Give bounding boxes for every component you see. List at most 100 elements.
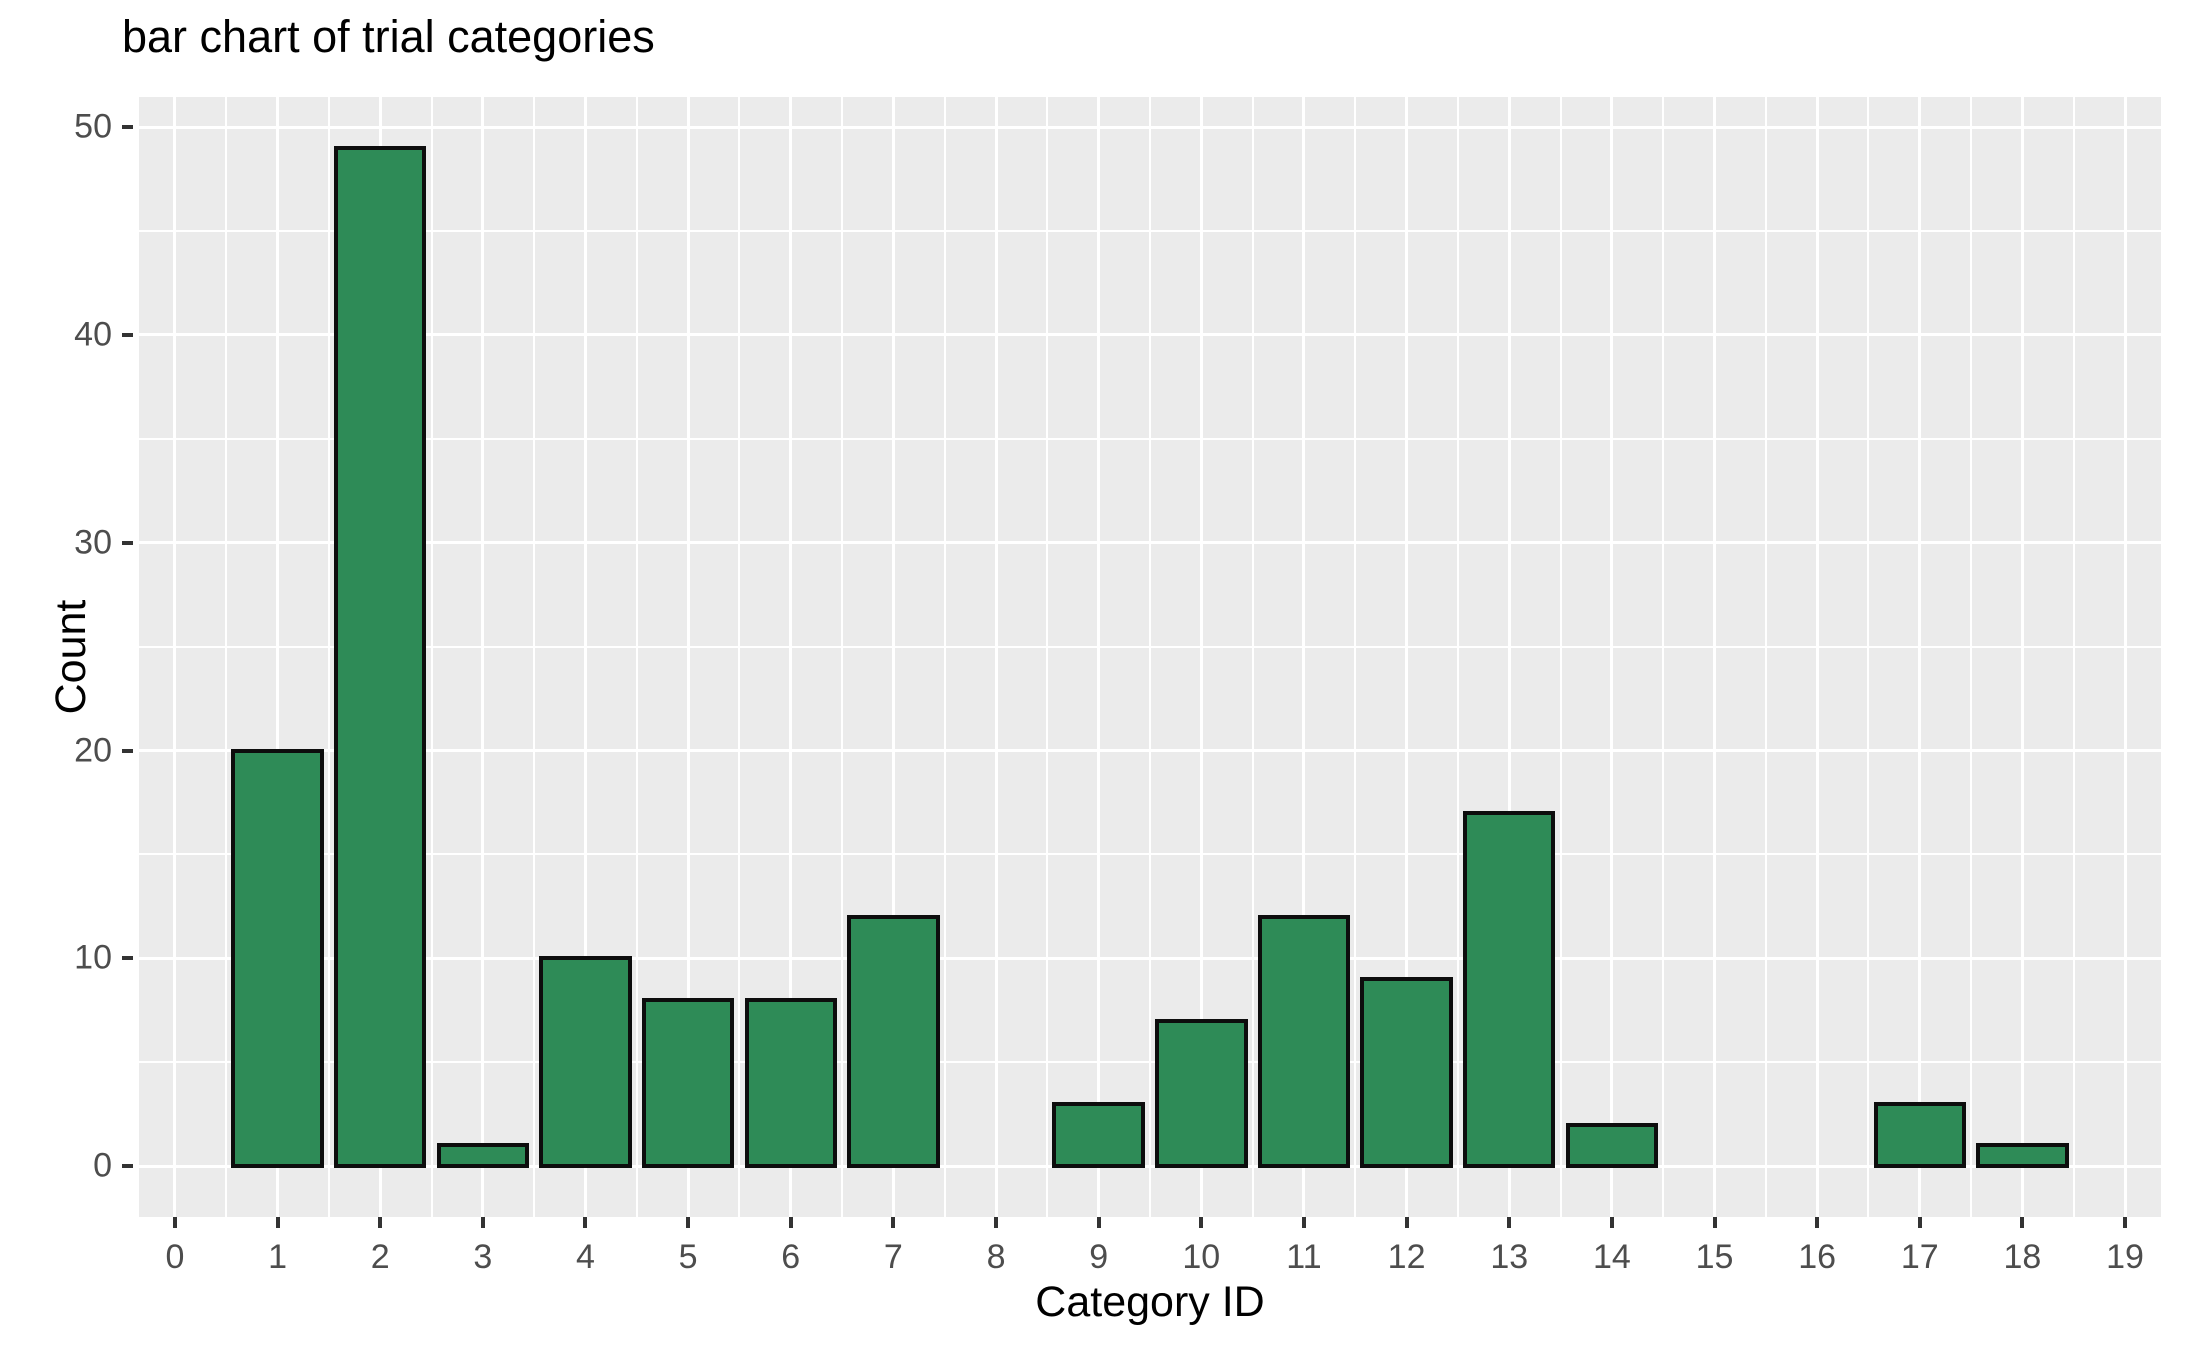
- gridline-major-y-20: [139, 749, 2161, 752]
- y-tick-label-40: 40: [74, 315, 112, 354]
- x-tick-label-12: 12: [1387, 1238, 1426, 1276]
- gridline-major-x-0: [173, 97, 177, 1217]
- x-tick-mark-15: [1712, 1217, 1717, 1228]
- y-tick-mark-0: [122, 1164, 133, 1169]
- bar-category-2: [334, 145, 427, 1169]
- gridline-major-x-19: [2123, 97, 2127, 1217]
- gridline-minor-x-18.5: [2072, 97, 2075, 1217]
- bar-category-4: [539, 956, 632, 1169]
- x-tick-label-9: 9: [1089, 1238, 1109, 1276]
- x-tick-label-5: 5: [678, 1238, 698, 1276]
- x-tick-label-0: 0: [165, 1238, 185, 1276]
- gridline-minor-x-14.5: [1662, 97, 1665, 1217]
- gridline-minor-x-9.5: [1149, 97, 1151, 1217]
- bar-category-5: [641, 997, 735, 1169]
- x-tick-label-1: 1: [268, 1238, 288, 1276]
- gridline-major-x-18: [2020, 97, 2024, 1217]
- gridline-minor-x-13.5: [1559, 97, 1562, 1217]
- gridline-minor-x-3.5: [533, 97, 536, 1217]
- x-tick-mark-9: [1096, 1217, 1101, 1228]
- gridline-major-x-6: [789, 97, 793, 1217]
- bar-category-11: [1257, 914, 1351, 1169]
- x-tick-mark-5: [686, 1217, 691, 1228]
- x-tick-mark-2: [378, 1217, 383, 1228]
- x-tick-label-15: 15: [1695, 1238, 1734, 1276]
- gridline-major-x-4: [583, 97, 587, 1217]
- gridline-major-x-12: [1405, 97, 1409, 1217]
- x-axis-title: Category ID: [1035, 1278, 1265, 1326]
- gridline-minor-y-5: [139, 1061, 2161, 1064]
- gridline-minor-y-25: [139, 645, 2161, 648]
- gridline-major-y-0: [139, 1164, 2161, 1168]
- gridline-minor-x-12.5: [1456, 97, 1459, 1217]
- gridline-major-x-13: [1507, 97, 1511, 1217]
- bar-category-1: [231, 748, 324, 1169]
- gridline-major-x-15: [1713, 97, 1717, 1217]
- bar-category-17: [1873, 1101, 1966, 1169]
- gridline-minor-x-0.5: [225, 97, 228, 1217]
- gridline-minor-y-35: [139, 437, 2161, 440]
- gridline-major-x-9: [1097, 97, 1101, 1217]
- x-tick-label-19: 19: [2106, 1238, 2144, 1276]
- y-tick-label-50: 50: [74, 107, 112, 146]
- x-tick-mark-10: [1199, 1217, 1204, 1228]
- x-tick-mark-4: [583, 1217, 588, 1228]
- gridline-minor-x-16.5: [1867, 97, 1870, 1217]
- gridline-minor-x-1.5: [327, 97, 330, 1217]
- x-tick-mark-3: [480, 1217, 485, 1228]
- x-tick-label-6: 6: [781, 1238, 801, 1276]
- gridline-major-x-17: [1918, 97, 1922, 1217]
- x-tick-label-14: 14: [1592, 1238, 1631, 1276]
- gridline-minor-x-8.5: [1046, 97, 1049, 1217]
- x-tick-mark-1: [275, 1217, 280, 1228]
- gridline-minor-x-11.5: [1354, 97, 1357, 1217]
- gridline-major-x-7: [891, 97, 895, 1217]
- gridline-minor-x-17.5: [1970, 97, 1973, 1217]
- x-tick-mark-6: [788, 1217, 793, 1228]
- gridline-major-x-8: [994, 97, 998, 1217]
- gridline-major-y-50: [139, 125, 2161, 129]
- gridline-major-x-5: [686, 97, 690, 1217]
- x-tick-label-10: 10: [1182, 1238, 1221, 1276]
- x-tick-label-16: 16: [1798, 1238, 1837, 1276]
- gridline-major-y-30: [139, 541, 2161, 545]
- bar-category-3: [436, 1143, 530, 1169]
- gridline-major-x-16: [1815, 97, 1819, 1217]
- x-tick-mark-19: [2123, 1217, 2128, 1228]
- gridline-major-y-10: [139, 956, 2161, 960]
- chart-title: bar chart of trial categories: [122, 11, 655, 62]
- bar-category-7: [847, 914, 940, 1169]
- y-tick-mark-10: [122, 956, 133, 961]
- x-tick-label-13: 13: [1490, 1238, 1529, 1276]
- y-tick-mark-50: [122, 125, 133, 130]
- gridline-minor-x-5.5: [738, 97, 741, 1217]
- x-tick-mark-14: [1609, 1217, 1614, 1228]
- x-tick-mark-0: [172, 1217, 177, 1228]
- x-tick-mark-17: [1917, 1217, 1922, 1228]
- bar-category-18: [1976, 1143, 2069, 1169]
- bar-category-6: [744, 997, 837, 1169]
- x-tick-label-8: 8: [986, 1238, 1006, 1276]
- y-tick-label-20: 20: [74, 731, 112, 769]
- x-tick-label-3: 3: [473, 1238, 493, 1276]
- y-axis-title: Count: [46, 599, 95, 715]
- x-tick-mark-16: [1815, 1217, 1820, 1228]
- x-tick-label-2: 2: [370, 1238, 390, 1276]
- x-tick-label-4: 4: [576, 1238, 595, 1276]
- bar-category-9: [1052, 1101, 1145, 1169]
- y-tick-mark-40: [122, 332, 133, 337]
- gridline-minor-x-7.5: [943, 97, 946, 1217]
- gridline-major-x-1: [276, 97, 280, 1217]
- gridline-major-x-11: [1302, 97, 1306, 1217]
- bar-category-10: [1155, 1018, 1248, 1169]
- y-tick-label-0: 0: [93, 1146, 112, 1185]
- gridline-minor-x-6.5: [841, 97, 844, 1217]
- x-tick-mark-8: [994, 1217, 999, 1228]
- gridline-major-y-40: [139, 333, 2161, 337]
- x-tick-label-17: 17: [1900, 1238, 1939, 1276]
- gridline-minor-x-10.5: [1251, 97, 1254, 1217]
- x-tick-label-7: 7: [883, 1238, 903, 1276]
- y-tick-mark-30: [122, 540, 133, 545]
- x-tick-mark-7: [891, 1217, 896, 1228]
